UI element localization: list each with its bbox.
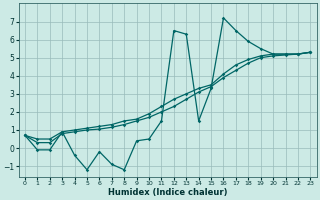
X-axis label: Humidex (Indice chaleur): Humidex (Indice chaleur) xyxy=(108,188,228,197)
